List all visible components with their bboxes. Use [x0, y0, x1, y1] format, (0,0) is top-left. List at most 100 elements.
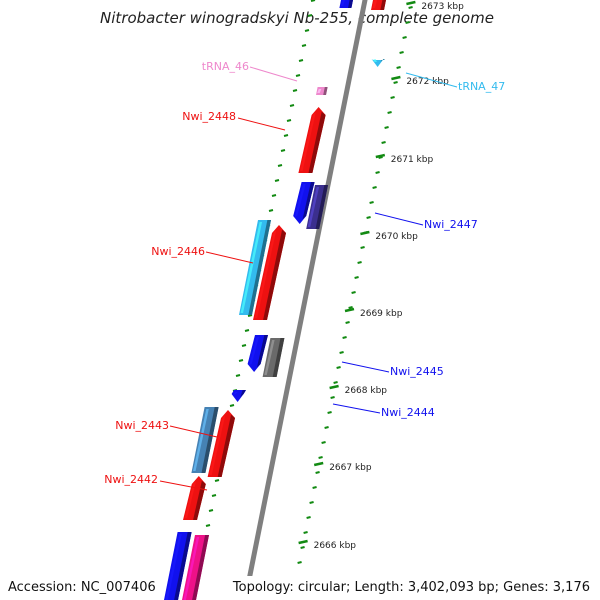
- kbp-tick-mark: [406, 0, 416, 6]
- guide-dot-left: [283, 134, 289, 137]
- kbp-tick-label: 2666 kbp: [314, 541, 357, 551]
- gene-feature-nwi-2447b: [306, 185, 328, 229]
- gene-label-text: Nwi_2444: [381, 406, 435, 419]
- gene-feature-nwi-2447a: [293, 182, 315, 224]
- guide-dot-left: [268, 209, 274, 212]
- guide-dot-right: [306, 516, 311, 519]
- kbp-tick-label: 2673 kbp: [421, 2, 464, 12]
- kbp-tick-mark: [391, 75, 401, 81]
- gene-label-text: tRNA_47: [458, 80, 505, 93]
- gene-feature-bottom-blue: [164, 532, 192, 600]
- topology-text: Topology: circular; Length: 3,402,093 bp…: [222, 576, 600, 600]
- gene-label-nwi-2444: Nwi_2444: [332, 403, 435, 419]
- guide-dot-left: [274, 179, 280, 182]
- gene-label-text: Nwi_2443: [115, 419, 169, 432]
- guide-dot-right: [339, 351, 344, 354]
- guide-dot-right: [369, 201, 374, 204]
- guide-dot-right: [321, 441, 326, 444]
- gene-label-text: Nwi_2448: [182, 110, 236, 123]
- guide-dot-right: [354, 276, 359, 279]
- gene-feature-nwi-2448: [298, 107, 326, 173]
- guide-dot-right: [375, 171, 380, 174]
- map-title: Nitrobacter winogradskyi Nb-255, complet…: [100, 9, 494, 27]
- guide-dot-right: [336, 366, 341, 369]
- guide-dot-right: [348, 306, 353, 309]
- guide-dot-right: [351, 291, 356, 294]
- guide-dot-right: [330, 396, 335, 399]
- gene-labels: tRNA_46 tRNA_47 Nwi_2448 Nwi_2447 Nwi_2446 Nw…: [104, 60, 505, 491]
- gene-feature-bottom-magenta: [182, 535, 209, 600]
- guide-dot-right: [327, 411, 332, 414]
- guide-dot-right: [381, 141, 386, 144]
- guide-dot-right: [402, 36, 407, 39]
- guide-dot-left: [238, 359, 244, 362]
- kbp-tick-label: 2670 kbp: [375, 232, 418, 242]
- kbp-tick-mark: [375, 153, 386, 159]
- guide-dot-left: [280, 149, 286, 152]
- guide-dot-left: [229, 404, 235, 407]
- kbp-tick-mark: [344, 307, 355, 313]
- kbp-tick-label: 2672 kbp: [406, 77, 449, 87]
- guide-dot-right: [315, 471, 320, 474]
- guide-dot-right: [357, 261, 362, 264]
- guide-dot-left: [298, 59, 304, 62]
- kbp-tick-label: 2667 kbp: [329, 463, 372, 473]
- guide-dot-right: [360, 246, 365, 249]
- gene-feature-nwi-2446b: [253, 225, 286, 320]
- kbp-tick-mark: [360, 230, 370, 236]
- guide-dot-right: [387, 111, 392, 114]
- gene-feature-nwi-2443b: [207, 410, 235, 477]
- guide-dot-left: [289, 104, 295, 107]
- guide-dot-left: [307, 14, 313, 17]
- guide-dot-left: [247, 314, 253, 317]
- guide-dot-right: [405, 21, 410, 24]
- gene-label-nwi-2446: Nwi_2446: [151, 245, 254, 264]
- guide-dot-right: [300, 546, 305, 549]
- gene-label-text: Nwi_2445: [390, 365, 444, 378]
- gene-label-text: Nwi_2447: [424, 218, 478, 231]
- guide-dot-right: [378, 156, 383, 159]
- guide-dot-right: [345, 321, 350, 324]
- guide-dot-right: [393, 81, 398, 84]
- kbp-ticks: 2673 kbp 2672 kbp 2671 kbp 2670 kbp 2669 kbp…: [298, 0, 464, 551]
- guide-dot-left: [235, 374, 241, 377]
- guide-dot-left: [214, 479, 220, 482]
- genome-backbone: [242, 0, 368, 600]
- gene-feature-nwi-2445a: [247, 335, 268, 372]
- guide-dot-left: [295, 74, 301, 77]
- gene-feature-nwi-2442: [183, 476, 206, 520]
- gene-feature-nwi-2445b: [262, 338, 285, 377]
- guide-dot-right: [399, 51, 404, 54]
- gene-feature-top-blue: [339, 0, 353, 8]
- kbp-tick-label: 2671 kbp: [391, 155, 434, 165]
- guide-dot-left: [241, 344, 247, 347]
- kbp-tick-label: 2669 kbp: [360, 309, 403, 319]
- guide-dot-right: [312, 486, 317, 489]
- guide-dot-left: [301, 44, 307, 47]
- guide-dot-left: [292, 89, 298, 92]
- guide-dot-right: [309, 501, 314, 504]
- guide-dot-right: [318, 456, 323, 459]
- accession-text: Accession: NC_007406: [0, 576, 164, 600]
- gene-label-nwi-2448: Nwi_2448: [182, 110, 286, 131]
- guide-dot-right: [372, 186, 377, 189]
- gene-feature-trna-46: [316, 87, 328, 95]
- guide-dot-left: [208, 509, 214, 512]
- gene-label-text: Nwi_2446: [151, 245, 205, 258]
- gene-features: [164, 0, 386, 600]
- gene-label-trna-47: tRNA_47: [405, 72, 505, 93]
- guide-dot-left: [304, 29, 310, 32]
- gene-label-text: tRNA_46: [202, 60, 249, 73]
- backbone-line: [242, 0, 368, 600]
- guide-dot-right: [324, 426, 329, 429]
- kbp-tick-label: 2668 kbp: [345, 386, 388, 396]
- guide-dot-left: [271, 194, 277, 197]
- kbp-tick-mark: [298, 539, 308, 545]
- guide-dot-left: [277, 164, 283, 167]
- kbp-tick-mark: [313, 461, 324, 467]
- guide-dot-right: [390, 96, 395, 99]
- gene-feature-nwi-2443a: [191, 407, 219, 473]
- gene-label-text: Nwi_2442: [104, 473, 158, 486]
- guide-dot-right: [384, 126, 389, 129]
- guide-dot-right: [342, 336, 347, 339]
